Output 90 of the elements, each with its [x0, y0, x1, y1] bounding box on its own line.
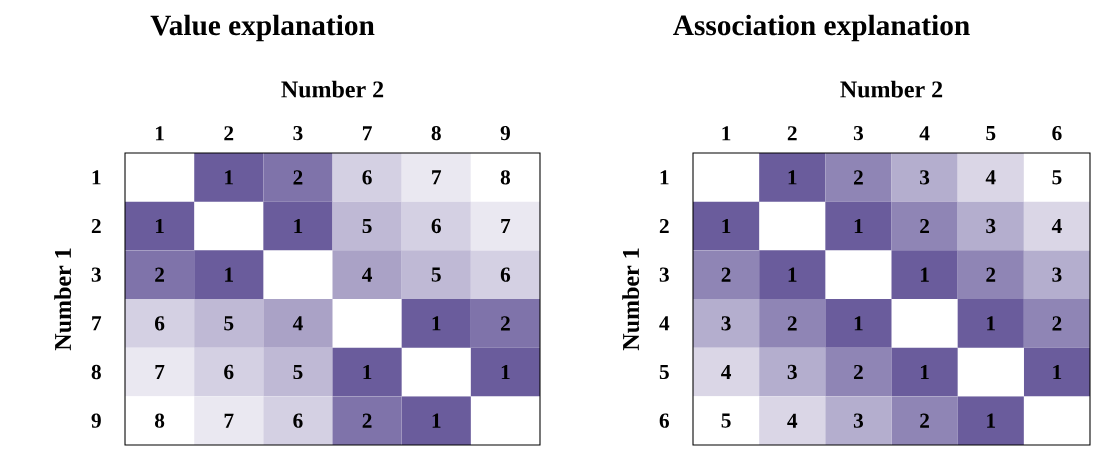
data-label: 3: [986, 218, 996, 234]
data-label: 8: [500, 170, 511, 185]
y-tick-label: 2: [91, 218, 101, 234]
data-label: 8: [154, 413, 165, 428]
y-tick-label: 5: [659, 364, 669, 380]
data-label: 6: [362, 170, 372, 185]
data-label: 1: [225, 267, 233, 282]
data-label: 6: [224, 364, 234, 380]
data-label: 3: [920, 170, 930, 185]
data-label: 1: [920, 364, 929, 380]
data-label: 1: [432, 316, 441, 331]
data-label: 3: [853, 413, 864, 428]
x-tick-label: 9: [500, 125, 510, 141]
x-tick-label: 2: [224, 126, 234, 141]
x-tick-label: 2: [787, 126, 797, 141]
data-label: 2: [920, 218, 929, 234]
data-label: 7: [501, 219, 511, 233]
data-label: 4: [1051, 218, 1062, 234]
data-label: 1: [294, 218, 303, 234]
y-tick-label: 3: [91, 267, 101, 282]
y-tick-label: 8: [91, 364, 101, 380]
x-tick-label: 8: [431, 125, 441, 141]
data-label: 7: [432, 170, 442, 185]
data-label: 6: [154, 316, 165, 331]
data-label: 1: [854, 218, 863, 234]
data-label: 5: [431, 267, 441, 282]
data-label: 6: [293, 413, 303, 428]
data-label: 4: [787, 413, 798, 428]
data-label: 2: [721, 267, 731, 282]
data-label: 2: [155, 267, 164, 282]
data-label: 3: [721, 316, 731, 331]
data-label: 2: [787, 316, 797, 331]
x-tick-label: 4: [919, 126, 930, 141]
y-tick-label: 2: [659, 218, 669, 234]
data-label: 4: [362, 267, 373, 282]
data-label: 5: [362, 218, 372, 234]
data-label: 1: [854, 316, 863, 331]
data-label: 2: [1052, 316, 1062, 331]
y-tick-label: 1: [92, 170, 101, 185]
data-label: 1: [155, 218, 164, 234]
data-label: 4: [985, 170, 996, 185]
data-label: 1: [501, 364, 510, 380]
x-axis-title: Number 2: [840, 80, 943, 98]
chart-title: Value explanation: [150, 14, 375, 42]
data-label: 2: [853, 364, 863, 380]
data-label: 1: [788, 267, 797, 282]
data-label: 6: [431, 218, 441, 234]
x-tick-label: 1: [155, 126, 164, 141]
y-tick-label: 7: [92, 316, 102, 331]
y-tick-label: 3: [659, 267, 669, 282]
data-label: 1: [225, 170, 233, 185]
data-label: 1: [987, 413, 995, 428]
y-tick-label: 6: [659, 413, 669, 428]
data-label: 2: [986, 267, 996, 282]
y-tick-label: 4: [659, 316, 670, 331]
data-label: 1: [1053, 364, 1062, 380]
x-tick-label: 7: [362, 126, 372, 141]
chart-title: Association explanation: [673, 14, 970, 42]
x-tick-label: 3: [853, 125, 864, 141]
data-label: 1: [920, 267, 929, 282]
data-label: 1: [432, 413, 441, 428]
x-tick-label: 1: [722, 126, 731, 141]
y-axis-title: Number 1: [622, 248, 640, 351]
data-label: 3: [1052, 267, 1062, 282]
data-label: 7: [224, 413, 234, 428]
data-label: 1: [788, 170, 797, 185]
data-label: 1: [363, 364, 372, 380]
data-label: 2: [362, 413, 372, 428]
data-label: 1: [987, 316, 995, 331]
x-tick-label: 6: [1052, 125, 1062, 141]
data-label: 6: [500, 267, 511, 282]
data-label: 5: [224, 316, 234, 331]
data-label: 2: [920, 413, 929, 428]
data-label: 4: [721, 364, 732, 379]
data-label: 2: [853, 170, 863, 185]
data-label: 7: [155, 365, 165, 379]
data-label: 5: [1052, 170, 1062, 185]
data-label: 5: [721, 413, 731, 428]
data-label: 2: [293, 170, 303, 185]
y-tick-label: 9: [91, 413, 101, 428]
data-label: 5: [293, 364, 303, 380]
x-tick-label: 5: [986, 126, 996, 141]
data-label: 4: [292, 316, 303, 331]
data-label: 3: [787, 364, 797, 380]
y-tick-label: 1: [660, 170, 669, 185]
x-tick-label: 3: [293, 125, 303, 141]
x-axis-title: Number 2: [281, 80, 384, 98]
data-label: 1: [722, 218, 731, 234]
y-axis-title: Number 1: [54, 248, 72, 351]
data-label: 2: [500, 316, 510, 331]
